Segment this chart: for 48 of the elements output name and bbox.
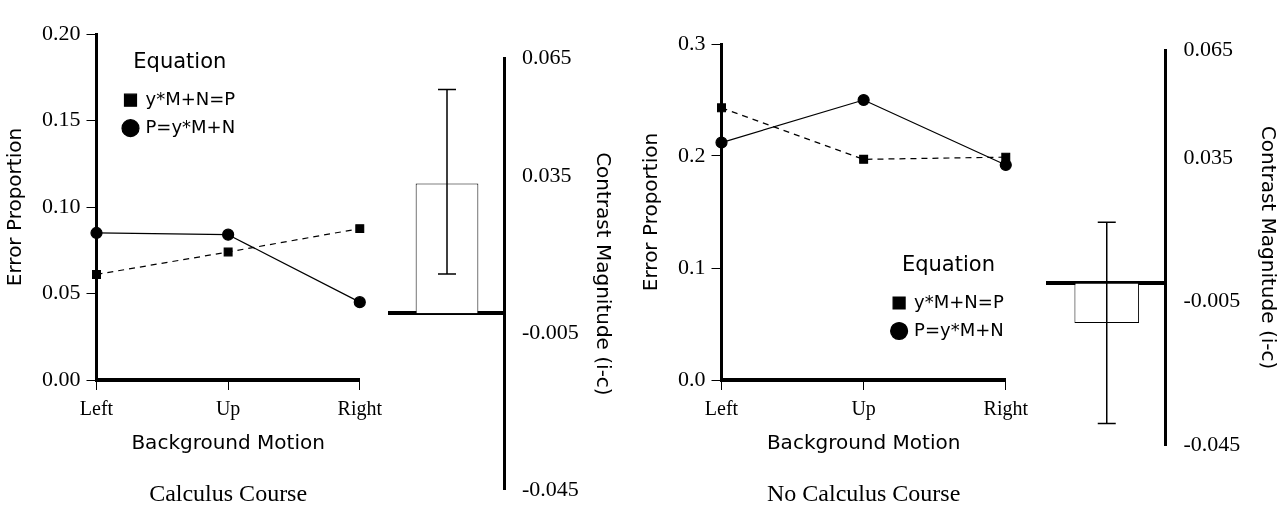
- point: [857, 93, 870, 107]
- y-tick-label: 0.00: [42, 365, 81, 391]
- y-tick-label: 0.035: [522, 161, 572, 187]
- x-tick-label: Right: [337, 397, 383, 421]
- point: [859, 154, 869, 164]
- x-tick-label: Left: [79, 397, 114, 420]
- y-tick-label: -0.045: [522, 475, 579, 501]
- legend-label: P=y*M+N: [145, 115, 236, 137]
- y-axis-title: Contrast Magnitude (i-c): [591, 152, 616, 396]
- x-axis-title: Background Motion: [766, 430, 961, 455]
- x-tick-label: Up: [215, 397, 241, 421]
- y-axis-title: Error Proportion: [638, 132, 663, 292]
- point: [353, 296, 366, 309]
- point: [717, 103, 726, 113]
- y-tick-label: 0.05: [42, 279, 81, 305]
- y-tick-label: 0.065: [522, 43, 572, 69]
- y-tick-label: 0.2: [678, 141, 706, 167]
- y-tick-label: 0.3: [678, 29, 706, 55]
- legend-label: y*M+N=P: [914, 290, 1004, 312]
- legend-label: y*M+N=P: [145, 87, 236, 109]
- point: [715, 136, 728, 149]
- y-axis-title: Error Proportion: [2, 127, 27, 287]
- x-tick-label: Up: [851, 397, 876, 421]
- x-axis-title: Background Motion: [131, 430, 325, 455]
- point: [90, 226, 103, 240]
- y-tick-label: 0.10: [42, 192, 81, 218]
- y-tick-label: -0.005: [522, 318, 579, 344]
- y-tick-label: -0.045: [1183, 430, 1241, 456]
- y-tick-label: 0.1: [678, 253, 706, 279]
- point: [355, 224, 365, 234]
- point: [223, 247, 233, 257]
- y-tick-label: -0.005: [1183, 287, 1241, 313]
- y-axis-title: Contrast Magnitude (i-c): [1256, 125, 1281, 370]
- y-tick-label: 0.0: [678, 365, 706, 391]
- y-tick-label: 0.035: [1183, 143, 1233, 169]
- legend-title: Equation: [901, 251, 995, 276]
- legend-title: Equation: [133, 48, 227, 73]
- legend-label: P=y*M+N: [914, 318, 1004, 340]
- x-tick-label: Right: [983, 397, 1029, 421]
- x-tick-label: Left: [704, 397, 739, 420]
- point: [92, 269, 101, 279]
- text: Calculus Course: [149, 480, 308, 507]
- y-tick-label: 0.065: [1183, 35, 1233, 61]
- y-tick-label: 0.15: [42, 106, 81, 132]
- y-tick-label: 0.20: [42, 19, 81, 45]
- text: No Calculus Course: [766, 480, 961, 507]
- point: [1001, 152, 1011, 162]
- point: [222, 228, 235, 241]
